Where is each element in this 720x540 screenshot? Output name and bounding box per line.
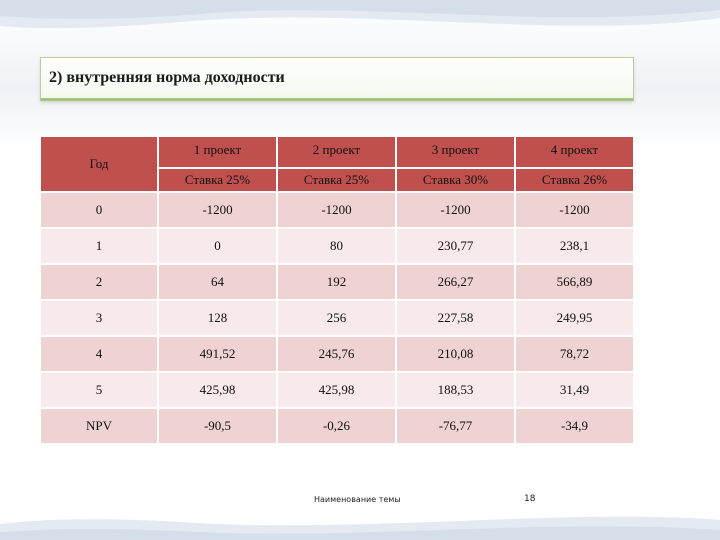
table-row-npv: NPV -90,5 -0,26 -76,77 -34,9 [41, 409, 633, 443]
table-cell: 425,98 [159, 373, 276, 407]
project-4-header: 4 проект [516, 137, 633, 167]
project-1-header: 1 проект [159, 137, 276, 167]
table-row: 5 425,98 425,98 188,53 31,49 [41, 373, 633, 407]
table-cell: -1200 [397, 193, 514, 227]
row-label: 5 [41, 373, 157, 407]
decorative-wave-bottom [0, 516, 720, 540]
table-cell: 192 [278, 265, 395, 299]
slide-title-box: 2) внутренняя норма доходности [40, 57, 634, 101]
table-row: 1 0 80 230,77 238,1 [41, 229, 633, 263]
table-cell: -34,9 [516, 409, 633, 443]
irr-table: Год 1 проект 2 проект 3 проект 4 проект … [39, 135, 635, 445]
row-label: NPV [41, 409, 157, 443]
table-cell: 0 [159, 229, 276, 263]
table-row: 4 491,52 245,76 210,08 78,72 [41, 337, 633, 371]
project-1-rate: Ставка 25% [159, 169, 276, 191]
table-cell: 80 [278, 229, 395, 263]
table-cell: 128 [159, 301, 276, 335]
table-cell: 78,72 [516, 337, 633, 371]
row-label: 2 [41, 265, 157, 299]
table-cell: -0,26 [278, 409, 395, 443]
decorative-wave-top [0, 0, 720, 29]
table-cell: 230,77 [397, 229, 514, 263]
table-cell: -90,5 [159, 409, 276, 443]
project-2-header: 2 проект [278, 137, 395, 167]
table-row: 0 -1200 -1200 -1200 -1200 [41, 193, 633, 227]
table-row: 2 64 192 266,27 566,89 [41, 265, 633, 299]
project-3-header: 3 проект [397, 137, 514, 167]
project-3-rate: Ставка 30% [397, 169, 514, 191]
row-label: 4 [41, 337, 157, 371]
table-cell: 266,27 [397, 265, 514, 299]
table-cell: -1200 [159, 193, 276, 227]
project-2-rate: Ставка 25% [278, 169, 395, 191]
table-cell: 249,95 [516, 301, 633, 335]
table-cell: 256 [278, 301, 395, 335]
table-cell: -76,77 [397, 409, 514, 443]
table-cell: 31,49 [516, 373, 633, 407]
table-cell: 425,98 [278, 373, 395, 407]
footer-topic: Наименование темы [314, 495, 401, 504]
table-rate-row: Ставка 25% Ставка 25% Ставка 30% Ставка … [41, 169, 633, 191]
year-header: Год [41, 137, 157, 191]
table-cell: 210,08 [397, 337, 514, 371]
table-header-row: Год 1 проект 2 проект 3 проект 4 проект [41, 137, 633, 191]
table-cell: 188,53 [397, 373, 514, 407]
table-cell: 64 [159, 265, 276, 299]
table-cell: 566,89 [516, 265, 633, 299]
page-number: 18 [524, 494, 536, 504]
row-label: 3 [41, 301, 157, 335]
table-cell: 491,52 [159, 337, 276, 371]
table-cell: -1200 [516, 193, 633, 227]
slide-title: 2) внутренняя норма доходности [49, 69, 285, 86]
table-cell: 227,58 [397, 301, 514, 335]
table-row: 3 128 256 227,58 249,95 [41, 301, 633, 335]
table-cell: -1200 [278, 193, 395, 227]
row-label: 0 [41, 193, 157, 227]
project-4-rate: Ставка 26% [516, 169, 633, 191]
table-cell: 245,76 [278, 337, 395, 371]
row-label: 1 [41, 229, 157, 263]
table-cell: 238,1 [516, 229, 633, 263]
